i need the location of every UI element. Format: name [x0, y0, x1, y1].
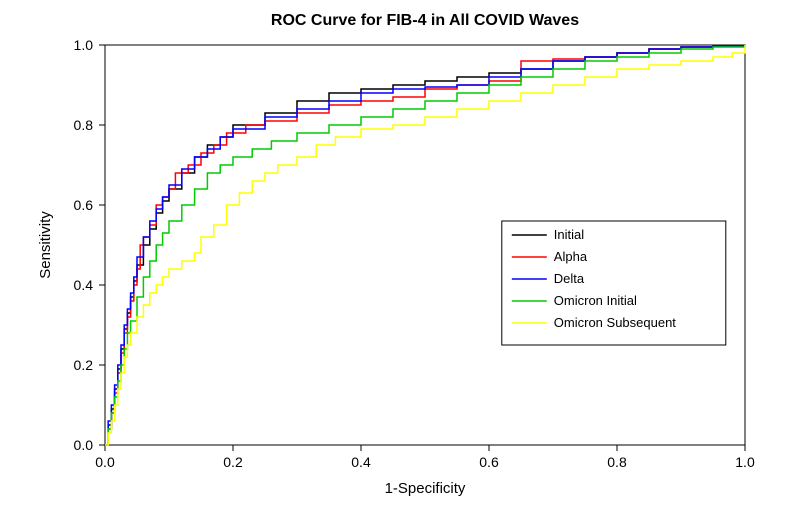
x-tick-label: 0.8	[607, 454, 627, 470]
roc-chart-container: 0.0 0.2 0.4 0.6 0.8 1.0 0.0 0.2 0.4 0.6 0.8 1.0 1-Sp…	[0, 0, 800, 530]
legend-label: Alpha	[554, 249, 588, 264]
x-tick-label: 1.0	[735, 454, 755, 470]
y-tick-label: 0.8	[74, 117, 94, 133]
x-tick-label: 0.4	[351, 454, 371, 470]
legend-label: Omicron Initial	[554, 293, 637, 308]
roc-chart-svg: 0.0 0.2 0.4 0.6 0.8 1.0 0.0 0.2 0.4 0.6 0.8 1.0 1-Sp…	[0, 0, 800, 530]
chart-title: ROC Curve for FIB-4 in All COVID Waves	[271, 12, 579, 29]
y-tick-label: 0.0	[74, 437, 94, 453]
y-tick-label: 0.4	[74, 277, 94, 293]
legend-label: Omicron Subsequent	[554, 315, 677, 330]
x-tick-label: 0.0	[95, 454, 115, 470]
y-axis-label: Sensitivity	[37, 211, 54, 279]
x-tick-label: 0.6	[479, 454, 499, 470]
x-tick-label: 0.2	[223, 454, 243, 470]
y-tick-label: 1.0	[74, 37, 94, 53]
x-axis-label: 1-Specificity	[385, 480, 466, 497]
y-tick-label: 0.6	[74, 197, 94, 213]
y-tick-label: 0.2	[74, 357, 94, 373]
legend-label: Delta	[554, 271, 585, 286]
legend-label: Initial	[554, 227, 584, 242]
